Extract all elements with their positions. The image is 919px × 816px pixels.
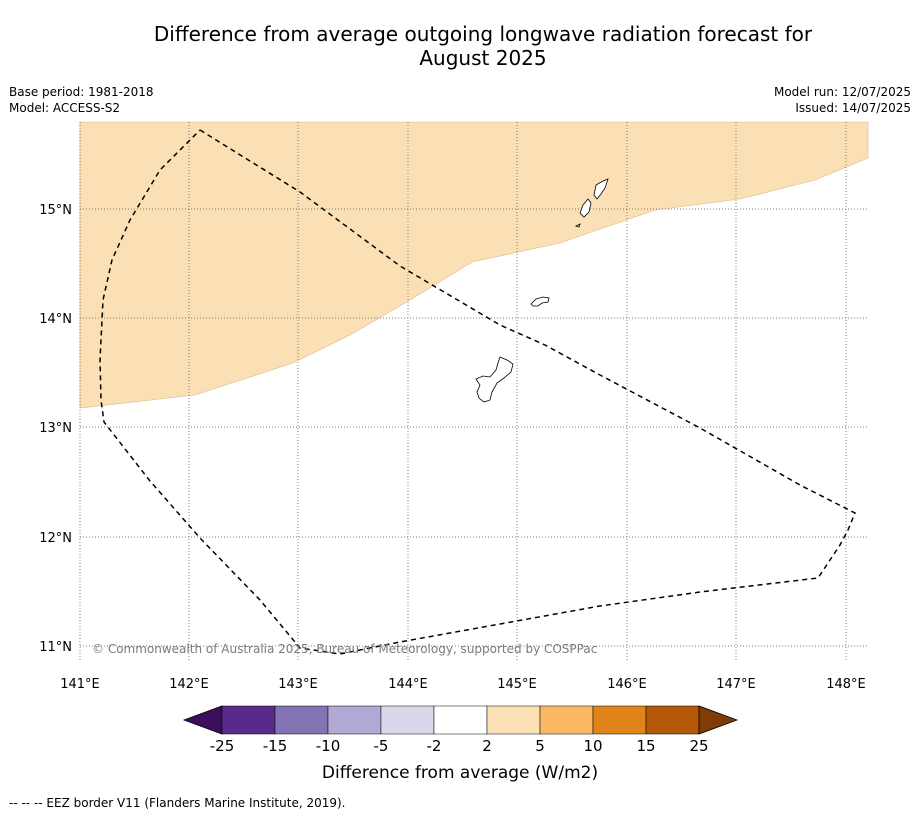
lon-label: 141°E	[60, 677, 100, 692]
colorbar-tick-label: 25	[689, 737, 708, 755]
colorbar-segment	[539, 705, 594, 735]
lon-label: 145°E	[497, 677, 537, 692]
map-panel: © Commonwealth of Australia 2025, Bureau…	[79, 121, 869, 660]
lon-label: 144°E	[388, 677, 428, 692]
colorbar-segment	[433, 705, 488, 735]
issued-date: Issued: 14/07/2025	[795, 101, 911, 115]
copyright-note: © Commonwealth of Australia 2025, Bureau…	[92, 642, 597, 656]
lon-label: 147°E	[716, 677, 756, 692]
island-guam	[475, 356, 514, 403]
island-aguijan	[574, 223, 581, 228]
lat-label: 13°N	[39, 421, 72, 436]
meta-left: Base period: 1981-2018 Model: ACCESS-S2	[9, 84, 154, 116]
colorbar-tick-label: -10	[316, 737, 341, 755]
graticule	[79, 122, 868, 660]
colorbar-tick-label: 5	[535, 737, 545, 755]
latitude-labels: 15°N 14°N 13°N 12°N 11°N	[39, 203, 72, 655]
lat-label: 15°N	[39, 203, 72, 218]
colorbar-segment	[327, 705, 382, 735]
anomaly-region	[79, 121, 869, 409]
colorbar-segment	[274, 705, 329, 735]
eez-legend-note: -- -- -- EEZ border V11 (Flanders Marine…	[9, 796, 346, 810]
lon-label: 148°E	[826, 677, 866, 692]
colorbar-segment	[645, 705, 700, 735]
forecast-map: © Commonwealth of Australia 2025, Bureau…	[39, 121, 869, 783]
colorbar-extend-high	[698, 705, 739, 735]
colorbar-tick-label: -15	[263, 737, 288, 755]
colorbar-tick-label: 2	[482, 737, 492, 755]
colorbar-segment	[486, 705, 541, 735]
model-name: Model: ACCESS-S2	[9, 101, 121, 115]
eez-border	[99, 129, 856, 655]
colorbar-segment	[221, 705, 276, 735]
island-rota	[530, 296, 550, 307]
colorbar-segment	[592, 705, 647, 735]
map-title: Difference from average outgoing longwav…	[0, 22, 919, 70]
colorbar-extend-low	[182, 705, 223, 735]
colorbar: -25 -15 -10 -5 -2 2 5 10 15 25	[182, 705, 739, 755]
colorbar-tick-label: -2	[427, 737, 442, 755]
colorbar-label: Difference from average (W/m2)	[322, 763, 598, 783]
island-tinian	[579, 198, 592, 218]
colorbar-tick-label: -25	[210, 737, 235, 755]
colorbar-tick-label: -5	[374, 737, 389, 755]
longitude-labels: 141°E 142°E 143°E 144°E 145°E 146°E 147°…	[60, 677, 866, 692]
lat-label: 12°N	[39, 531, 72, 546]
colorbar-tick-label: 15	[636, 737, 655, 755]
lon-label: 143°E	[278, 677, 318, 692]
lat-label: 11°N	[39, 640, 72, 655]
colorbar-segment	[380, 705, 435, 735]
lon-label: 142°E	[169, 677, 209, 692]
base-period: Base period: 1981-2018	[9, 85, 154, 99]
lat-label: 14°N	[39, 312, 72, 327]
colorbar-tick-label: 10	[583, 737, 602, 755]
island-saipan	[593, 178, 609, 200]
title-line-1: Difference from average outgoing longwav…	[153, 22, 813, 46]
islands	[475, 178, 609, 403]
model-run: Model run: 12/07/2025	[773, 85, 911, 99]
title-line-2: August 2025	[419, 46, 547, 70]
meta-right: Model run: 12/07/2025 Issued: 14/07/2025	[774, 84, 911, 116]
lon-label: 146°E	[607, 677, 647, 692]
